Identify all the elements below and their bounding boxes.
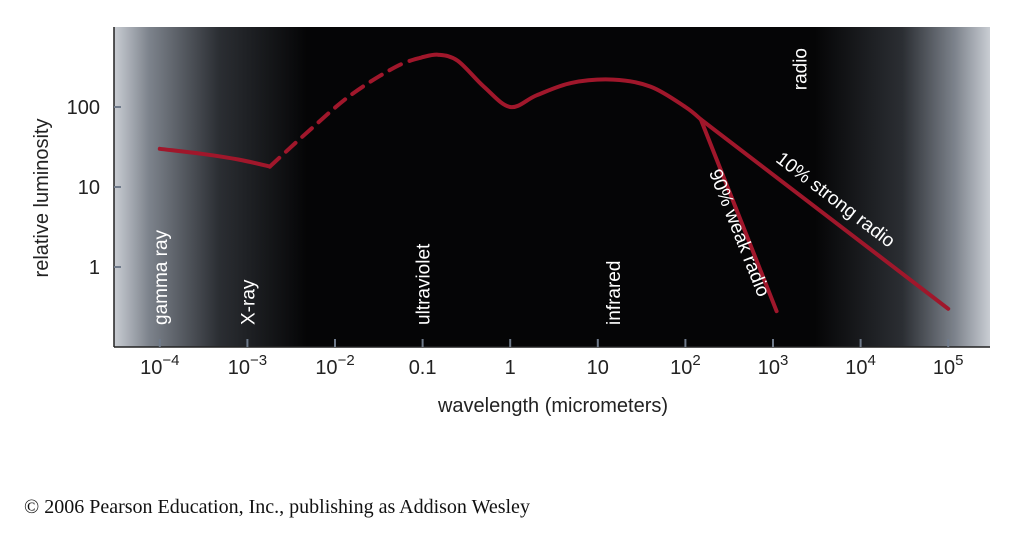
x-tick-label-8: 103 <box>758 352 789 379</box>
y-tick-label-2: 10 <box>78 177 100 199</box>
band-label-ultraviolet: ultraviolet <box>414 243 435 325</box>
band-label-infrared: infrared <box>604 261 625 325</box>
band-label-gamma-ray: gamma ray <box>151 229 172 325</box>
x-tick-label-1: 10−4 <box>140 352 179 379</box>
x-tick-label-7: 102 <box>670 352 701 379</box>
copyright-notice: © 2006 Pearson Education, Inc., publishi… <box>24 496 530 518</box>
y-tick-label-1: 1 <box>89 257 100 279</box>
series-line-2 <box>267 55 425 169</box>
axis-layer: 10−4 10−3 10−2 0.1 1 10 102 103 104 105 1 10 100 <box>67 27 990 379</box>
x-tick-label-6: 10 <box>587 357 609 379</box>
x-tick-label-4: 0.1 <box>409 357 437 379</box>
series-line-3 <box>420 52 703 122</box>
band-label-x-ray: X-ray <box>238 279 259 325</box>
series-line-1 <box>157 146 272 169</box>
series-line-4 <box>698 117 779 314</box>
y-axis-label: relative luminosity <box>31 119 53 278</box>
y-tick-label-3: 100 <box>67 97 100 119</box>
x-tick-label-3: 10−2 <box>315 352 354 379</box>
x-tick-label-5: 1 <box>505 357 516 379</box>
x-axis-label: wavelength (micrometers) <box>437 395 668 417</box>
x-tick-label-9: 104 <box>845 352 876 379</box>
band-label-layer: gamma ray X-ray ultraviolet infrared radio <box>151 48 812 325</box>
x-tick-label-2: 10−3 <box>228 352 267 379</box>
series-line-5 <box>698 117 951 311</box>
x-tick-label-10: 105 <box>933 352 964 379</box>
band-label-radio: radio <box>790 48 811 90</box>
plot-background <box>114 27 990 347</box>
